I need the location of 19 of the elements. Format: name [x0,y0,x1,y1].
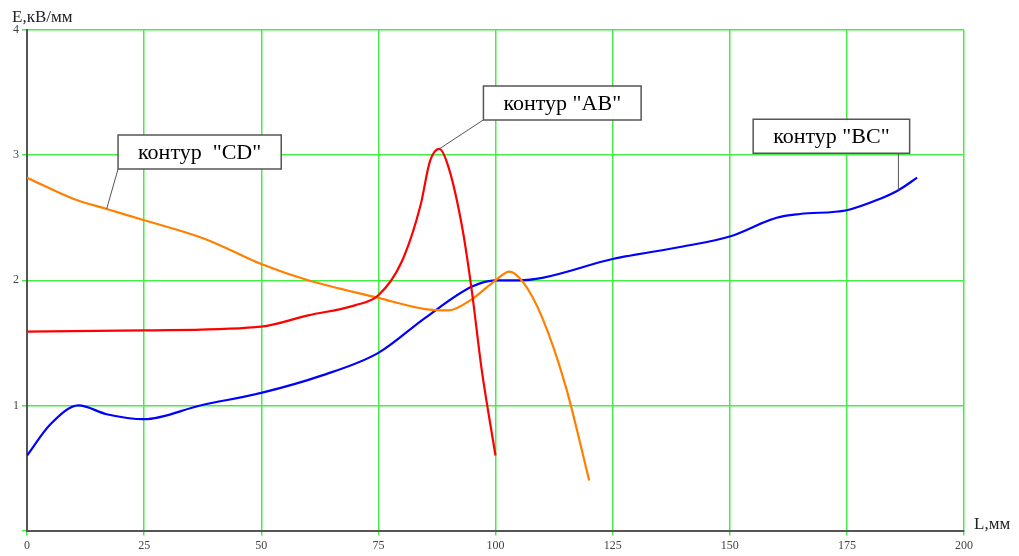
text: контур "CD" [138,138,262,164]
x-tick-label: 150 [720,537,739,552]
y-tick-label: 3 [13,147,19,162]
series-label: контур "BC" [773,122,890,148]
x-tick-label: 50 [255,537,268,552]
text: контур "AB" [503,89,622,115]
x-tick-label: 25 [138,537,151,552]
y-tick-label: 2 [13,272,19,287]
line-series [27,176,591,482]
x-tick-label: 75 [372,537,385,552]
line-series [27,176,919,457]
x-tick-label: 175 [837,537,856,552]
x-tick-label: 100 [486,537,505,552]
x-tick-label: 125 [603,537,622,552]
line-series [27,147,497,457]
x-tick-label: 0 [24,537,30,552]
x-tick-label: 200 [955,537,973,552]
y-tick-label: 1 [13,397,19,412]
x-axis-title: L,мм [974,513,1011,533]
